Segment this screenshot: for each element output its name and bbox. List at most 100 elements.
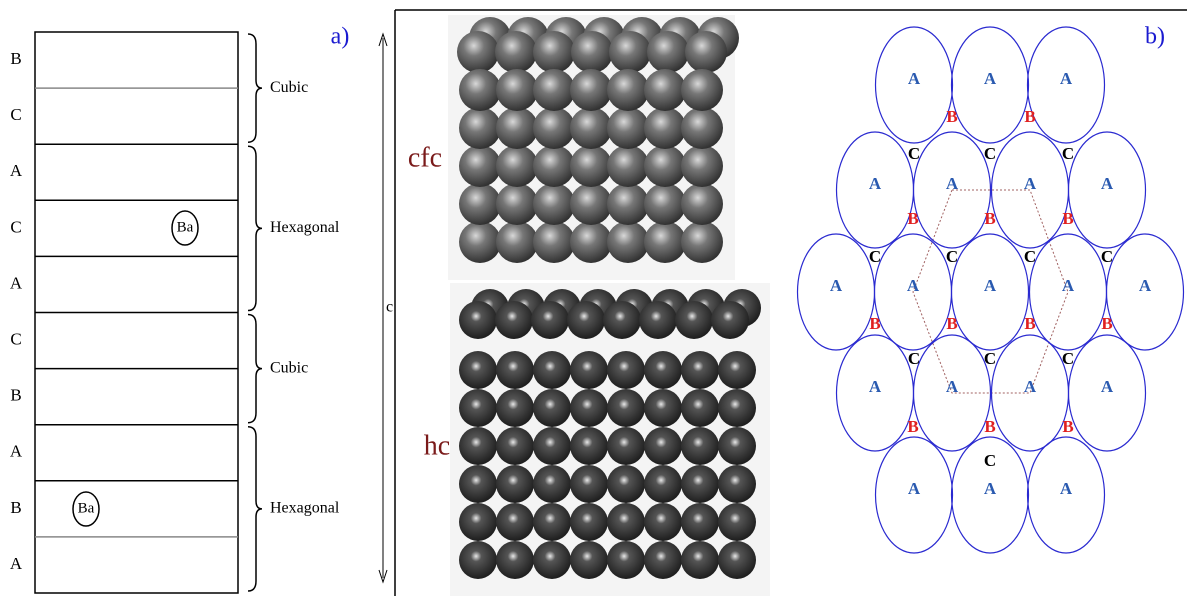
sphere	[533, 107, 575, 149]
sphere	[496, 389, 534, 427]
layer-label: B	[10, 386, 21, 405]
sphere	[496, 107, 538, 149]
sphere	[570, 389, 608, 427]
sphere	[644, 145, 686, 187]
sphere	[607, 427, 645, 465]
sphere	[459, 183, 501, 225]
sphere	[681, 427, 719, 465]
sphere	[644, 503, 682, 541]
sphere	[718, 541, 756, 579]
brace	[248, 34, 262, 142]
group-label: Cubic	[270, 79, 308, 96]
b-site: B	[1062, 417, 1073, 436]
sphere	[681, 503, 719, 541]
sphere	[607, 183, 649, 225]
sphere	[681, 541, 719, 579]
sphere	[531, 301, 569, 339]
sphere	[533, 183, 575, 225]
b-site: B	[984, 209, 995, 228]
c-site: C	[1024, 247, 1036, 266]
sphere	[609, 31, 651, 73]
sphere	[685, 31, 727, 73]
brace	[248, 315, 262, 423]
b-site: B	[1024, 314, 1035, 333]
sphere	[644, 465, 682, 503]
axis-label: c	[386, 299, 393, 316]
sphere	[681, 145, 723, 187]
sphere	[533, 465, 571, 503]
sphere	[718, 503, 756, 541]
sphere	[459, 107, 501, 149]
structure-label: cfc	[408, 142, 442, 173]
sphere	[459, 351, 497, 389]
layer-label: B	[10, 49, 21, 68]
layer-label: C	[10, 105, 21, 124]
a-site: A	[1060, 479, 1073, 498]
a-site: A	[984, 479, 997, 498]
c-site: C	[908, 144, 920, 163]
sphere	[570, 145, 612, 187]
b-site: B	[1101, 314, 1112, 333]
sphere	[495, 301, 533, 339]
sphere	[644, 351, 682, 389]
a-site: A	[1139, 276, 1152, 295]
a-site: A	[830, 276, 843, 295]
sphere	[644, 389, 682, 427]
sphere	[711, 301, 749, 339]
figure: a) BCACACBABACubicHexagonalCubicHexagona…	[0, 0, 1187, 596]
sphere	[533, 31, 575, 73]
layer-label: B	[10, 498, 21, 517]
sphere	[496, 465, 534, 503]
sphere	[496, 183, 538, 225]
sphere	[647, 31, 689, 73]
sphere	[607, 145, 649, 187]
sphere	[681, 107, 723, 149]
sphere	[459, 301, 497, 339]
sphere	[457, 31, 499, 73]
b-site: B	[869, 314, 880, 333]
a-site: A	[908, 69, 921, 88]
a-site: A	[1101, 174, 1114, 193]
a-site: A	[1101, 377, 1114, 396]
c-site: C	[1062, 349, 1074, 368]
sphere	[607, 503, 645, 541]
c-site: C	[946, 247, 958, 266]
sphere	[571, 31, 613, 73]
sphere	[496, 221, 538, 263]
sphere	[459, 221, 501, 263]
sphere	[570, 541, 608, 579]
c-site: C	[984, 144, 996, 163]
b-site: B	[946, 107, 957, 126]
sphere	[496, 69, 538, 111]
sphere	[570, 427, 608, 465]
layer-label: C	[10, 329, 21, 348]
b-site: B	[907, 417, 918, 436]
sphere	[607, 69, 649, 111]
structure-label: hc	[424, 430, 450, 461]
sphere	[533, 351, 571, 389]
sphere	[459, 503, 497, 541]
sphere	[681, 389, 719, 427]
group-label: Cubic	[270, 359, 308, 376]
sphere	[570, 503, 608, 541]
sphere	[570, 465, 608, 503]
c-site: C	[984, 349, 996, 368]
layer-label: A	[10, 554, 23, 573]
sphere	[681, 69, 723, 111]
b-site: B	[907, 209, 918, 228]
sphere	[603, 301, 641, 339]
a-site: A	[946, 377, 959, 396]
a-site: A	[1024, 377, 1037, 396]
sphere	[718, 351, 756, 389]
layer-label: A	[10, 273, 23, 292]
sphere	[644, 541, 682, 579]
sphere	[681, 351, 719, 389]
c-site: C	[869, 247, 881, 266]
panel-label: b)	[1145, 24, 1165, 50]
a-site: A	[907, 276, 920, 295]
brace	[248, 427, 262, 591]
sphere	[718, 427, 756, 465]
sphere	[675, 301, 713, 339]
sphere	[644, 427, 682, 465]
c-site: C	[1101, 247, 1113, 266]
